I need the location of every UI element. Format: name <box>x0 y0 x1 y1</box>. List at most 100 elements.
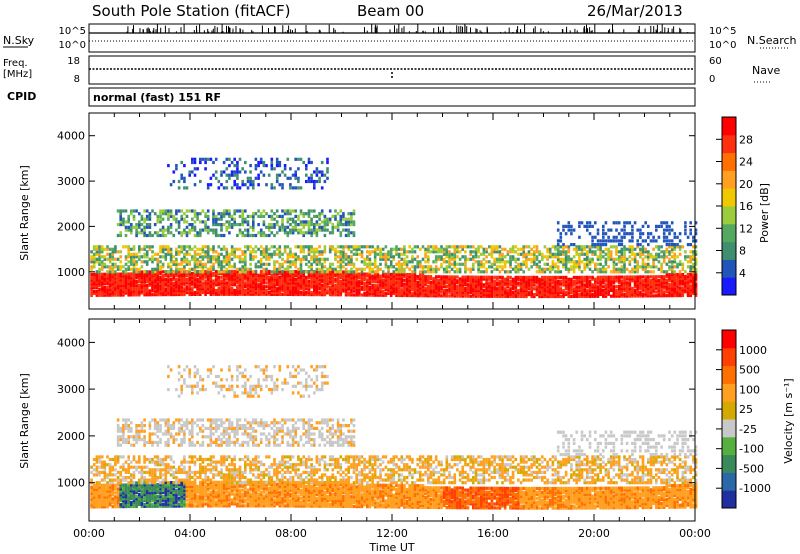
power-cell <box>124 283 128 288</box>
power-cell <box>567 292 571 297</box>
power-cell <box>530 257 533 261</box>
power-cell <box>191 281 194 285</box>
power-cell <box>244 183 247 187</box>
power-cell <box>95 260 99 264</box>
power-cell <box>228 223 231 227</box>
power-cell <box>617 239 621 243</box>
power-cell <box>328 231 332 235</box>
power-cell <box>267 252 271 256</box>
power-cell <box>421 280 425 284</box>
power-cell <box>533 250 536 254</box>
power-cell <box>647 290 650 294</box>
power-cell <box>339 260 343 264</box>
power-cell <box>336 289 340 293</box>
power-cell <box>506 279 510 283</box>
power-cell <box>214 250 218 254</box>
power-cell <box>676 265 679 269</box>
power-cell <box>448 286 451 290</box>
power-cell <box>366 265 369 269</box>
power-cell <box>673 273 677 277</box>
power-cell <box>477 285 480 289</box>
power-cell <box>336 287 340 291</box>
power-cell <box>259 273 263 277</box>
power-cell <box>342 228 345 232</box>
power-cell <box>519 289 523 293</box>
power-cell <box>424 265 427 269</box>
power-cell <box>228 275 231 279</box>
power-cell <box>191 217 194 221</box>
power-cell <box>339 214 343 218</box>
power-cell <box>427 270 430 274</box>
power-cell <box>662 260 666 264</box>
power-cell <box>575 294 578 298</box>
power-cell <box>228 288 231 293</box>
power-cell <box>511 283 515 287</box>
power-cell <box>678 292 682 296</box>
power-cell <box>246 269 250 273</box>
power-cell <box>323 274 327 278</box>
power-cell <box>395 284 398 288</box>
power-cell <box>442 282 446 287</box>
power-cell <box>206 275 210 279</box>
power-cell <box>403 292 406 296</box>
power-cell <box>249 277 252 281</box>
power-cell <box>554 247 557 251</box>
power-cell <box>495 289 499 293</box>
power-cell <box>522 291 525 295</box>
power-cell <box>212 271 215 275</box>
power-cell <box>116 289 120 293</box>
power-cell <box>90 267 93 271</box>
power-cell <box>631 235 634 239</box>
power-cell <box>588 232 592 236</box>
power-cell <box>424 277 427 281</box>
power-cell <box>270 160 274 165</box>
power-cell <box>530 293 533 297</box>
power-cell <box>575 291 578 295</box>
power-cell <box>188 287 191 291</box>
power-cell <box>485 247 488 251</box>
power-cell <box>98 270 101 274</box>
power-cell <box>347 217 350 221</box>
power-cell <box>270 164 274 168</box>
power-cell <box>228 283 231 287</box>
power-cell <box>318 275 321 280</box>
power-cell <box>448 281 451 285</box>
power-cell <box>167 272 170 276</box>
power-cell <box>609 275 613 279</box>
power-cell <box>416 262 419 266</box>
power-cell <box>180 283 183 287</box>
power-cell <box>488 252 491 256</box>
power-cell <box>448 288 451 292</box>
power-cell <box>320 275 324 280</box>
power-cell <box>294 287 297 291</box>
power-cell <box>572 294 576 298</box>
power-cell <box>225 262 229 266</box>
power-cell <box>586 255 589 259</box>
power-cell <box>196 289 199 293</box>
power-cell <box>323 257 327 261</box>
power-cell <box>453 262 457 266</box>
power-cell <box>252 233 255 238</box>
power-cell <box>429 294 433 298</box>
power-cell <box>222 257 226 261</box>
power-cell <box>164 283 168 287</box>
power-cell <box>400 290 404 294</box>
power-cell <box>262 279 266 283</box>
power-cell <box>92 276 96 280</box>
power-cell <box>495 257 499 261</box>
power-cell <box>525 265 528 269</box>
power-cell <box>567 247 571 251</box>
power-cell <box>233 281 236 285</box>
power-cell <box>360 278 364 282</box>
power-cell <box>347 281 350 286</box>
power-cell <box>363 260 366 264</box>
power-cell <box>119 291 122 295</box>
power-cell <box>655 294 658 298</box>
power-cell <box>405 273 409 277</box>
power-cell <box>222 292 226 296</box>
power-cell <box>548 250 552 254</box>
power-cell <box>358 285 361 289</box>
power-cell <box>551 275 555 279</box>
power-cell <box>336 225 340 229</box>
power-cell <box>130 283 133 287</box>
